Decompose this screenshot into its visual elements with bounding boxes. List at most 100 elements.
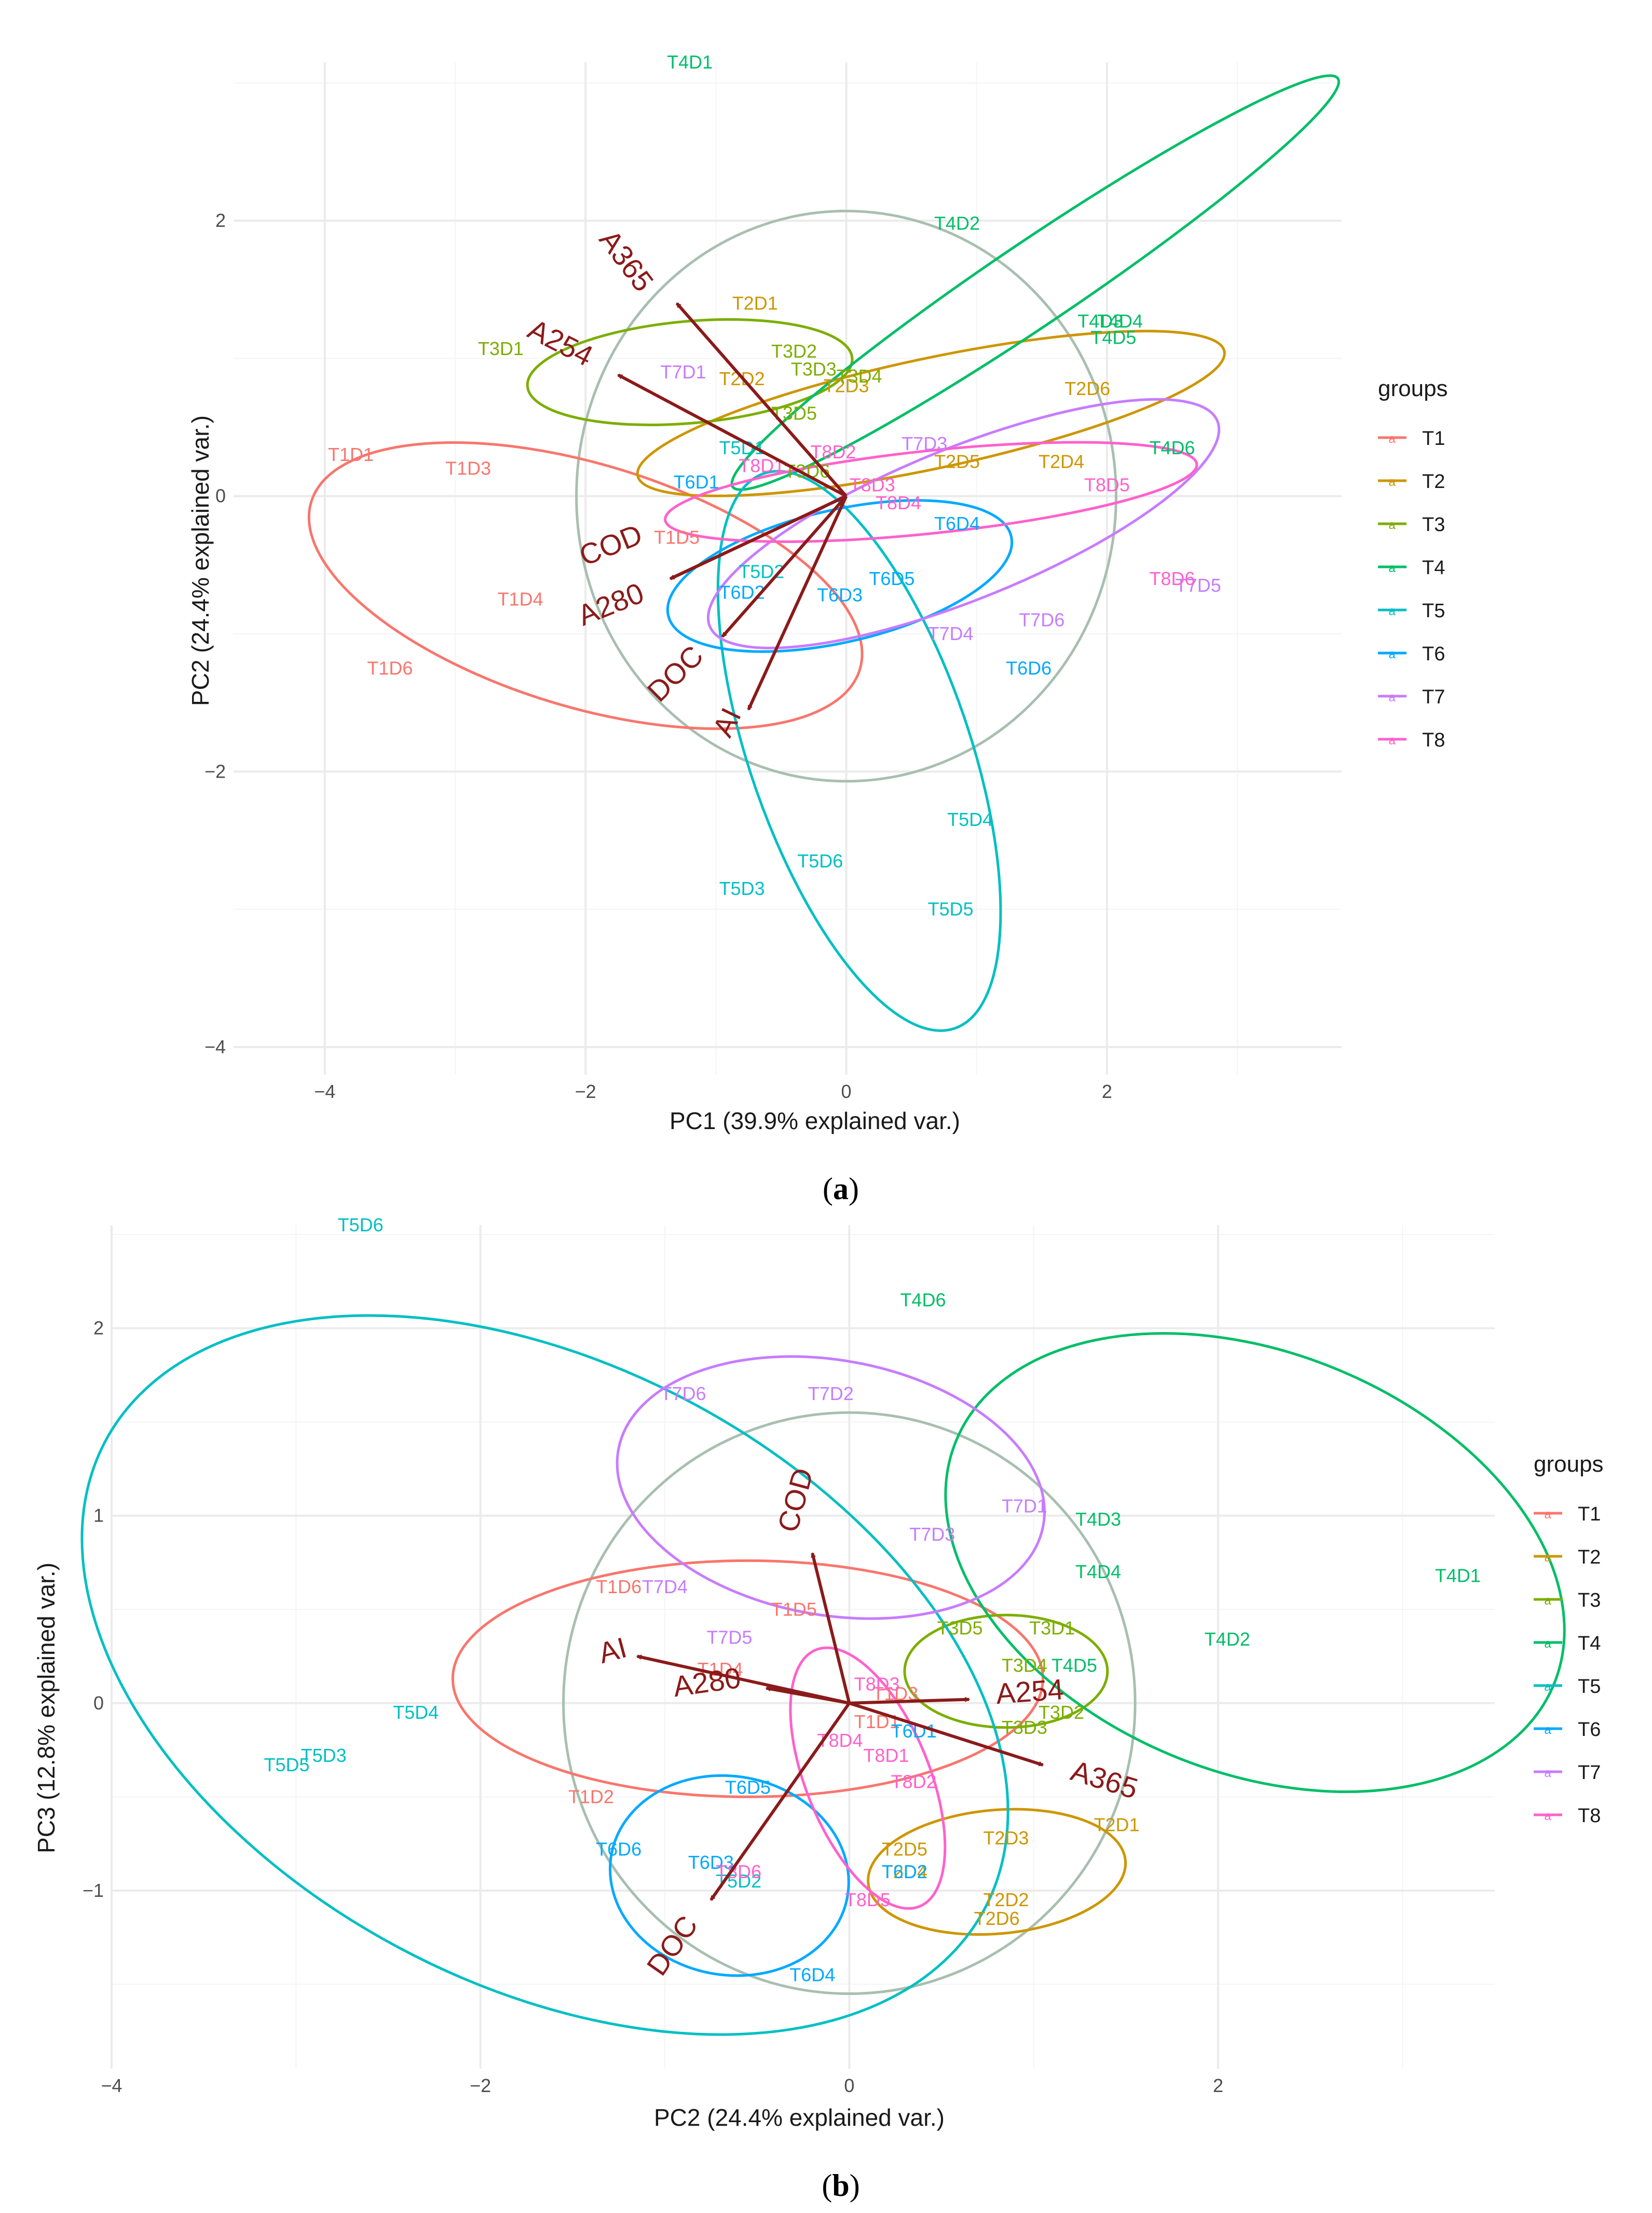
- ellipse-t8: [664, 441, 1198, 543]
- point-label-t5d6: T5D6: [338, 1214, 384, 1236]
- panel-b-label: (b): [822, 2168, 859, 2203]
- y-tick-label: 2: [93, 1318, 104, 1339]
- panel-a-x-axis-title: PC1 (39.9% explained var.): [670, 1107, 960, 1134]
- correlation-circle: [562, 1411, 1137, 1995]
- point-label-t2d1: T2D1: [732, 292, 778, 314]
- point-label-t2d3: T2D3: [983, 1827, 1029, 1849]
- legend-item-t3: T3: [1578, 1590, 1601, 1611]
- loading-label-a254: A254: [523, 313, 598, 373]
- point-label-t2d2: T2D2: [983, 1889, 1029, 1910]
- ellipse-t8: [789, 1646, 947, 1910]
- y-tick-label: 0: [215, 485, 226, 507]
- point-label-t2d4: T2D4: [1039, 451, 1084, 472]
- legend-a: groups a T1 a T2 a T3 a T4 a T5 a T6 a T7 a T8: [1378, 376, 1448, 751]
- ellipse-t7: [706, 398, 1221, 649]
- point-label-t7d5: T7D5: [1176, 575, 1221, 596]
- legend-key-glyph: a: [1544, 1551, 1551, 1565]
- legend-key-glyph: a: [1544, 1508, 1551, 1522]
- loading-arrow-doc: [709, 1702, 851, 1901]
- ellipse-t2: [867, 1808, 1127, 1936]
- loading-arrow-doc: [721, 495, 848, 638]
- point-label-t2d4: T2D4: [882, 1861, 927, 1882]
- loading-arrow-a365: [675, 302, 848, 497]
- legend-item-t1: T1: [1578, 1503, 1601, 1525]
- point-label-t4d5: T4D5: [1090, 327, 1136, 348]
- point-label-t5d6: T5D6: [797, 850, 843, 872]
- point-label-t4d1: T4D1: [667, 51, 713, 73]
- point-label-t4d2: T4D2: [1205, 1628, 1250, 1650]
- x-tick-label: −4: [314, 1081, 335, 1102]
- point-label-t4d2: T4D2: [934, 212, 980, 234]
- y-tick-label: 1: [93, 1505, 104, 1526]
- legend-b: groups a T1 a T2 a T3 a T4 a T5 a T6 a T7 a T8: [1534, 1451, 1604, 1827]
- point-label-t7d3: T7D3: [902, 433, 947, 454]
- point-label-t7d5: T7D5: [706, 1626, 752, 1648]
- x-tick-label: −2: [575, 1081, 596, 1102]
- ellipse-t4: [944, 1332, 1566, 1793]
- point-label-t4d1: T4D1: [1435, 1565, 1481, 1586]
- point-label-t6d2: T6D2: [882, 1861, 927, 1882]
- ellipse-t6: [608, 1774, 850, 1977]
- point-label-t2d3: T2D3: [824, 375, 869, 396]
- point-label-t8d1: T8D1: [863, 1745, 909, 1766]
- ellipse-t4: [730, 74, 1340, 491]
- loading-label-ai: AI: [595, 1631, 630, 1670]
- point-label-t1d6: T1D6: [596, 1576, 641, 1597]
- point-label-t5d5: T5D5: [264, 1754, 310, 1775]
- point-label-t8d3: T8D3: [850, 474, 895, 495]
- point-label-t4d4: T4D4: [1097, 310, 1143, 332]
- panel-a-label: (a): [823, 1172, 859, 1206]
- loading-label-a365: A365: [593, 224, 660, 297]
- x-tick-label: 0: [841, 1081, 852, 1102]
- legend-key-glyph: a: [1388, 561, 1396, 575]
- legend-key-glyph: a: [1544, 1766, 1551, 1780]
- legend-item-t3: T3: [1422, 514, 1445, 536]
- loading-label-ai: AI: [706, 703, 747, 742]
- point-label-t8d5: T8D5: [845, 1889, 891, 1910]
- x-tick-label: −2: [470, 2075, 491, 2096]
- ellipse-t3: [526, 318, 854, 426]
- y-tick-label: −4: [204, 1036, 226, 1057]
- legend-item-t7: T7: [1422, 686, 1445, 708]
- point-label-t6d1: T6D1: [674, 471, 719, 493]
- panel-a-y-axis-title: PC2 (24.4% explained var.): [187, 415, 214, 706]
- point-label-t8d2: T8D2: [891, 1771, 937, 1793]
- legend-item-t4: T4: [1578, 1633, 1601, 1654]
- point-label-t1d2: T1D2: [568, 1786, 614, 1807]
- ellipse-t5: [716, 470, 1002, 1032]
- point-label-t7d1: T7D1: [1002, 1496, 1047, 1517]
- ellipse-t1: [307, 441, 864, 730]
- y-tick-label: −1: [83, 1880, 104, 1901]
- point-label-t1d4: T1D4: [498, 589, 543, 610]
- legend-item-t5: T5: [1578, 1676, 1601, 1698]
- point-label-t6d6: T6D6: [596, 1839, 641, 1860]
- legend-item-t7: T7: [1578, 1762, 1601, 1784]
- panel-b-y-axis-title: PC3 (12.8% explained var.): [33, 1563, 60, 1853]
- loading-arrow-a280: [669, 494, 847, 580]
- point-label-t1d1: T1D1: [328, 444, 374, 465]
- point-label-t4d6: T4D6: [900, 1289, 946, 1310]
- legend-key-glyph: a: [1388, 604, 1396, 618]
- point-label-t3d4: T3D4: [1002, 1655, 1047, 1676]
- point-label-t3d1: T3D1: [478, 338, 524, 359]
- point-label-t7d2: T7D2: [808, 1383, 854, 1404]
- point-label-t4d6: T4D6: [1149, 437, 1195, 458]
- legend-item-t5: T5: [1422, 600, 1445, 622]
- point-label-t7d1: T7D1: [661, 361, 706, 383]
- point-label-t7d4: T7D4: [927, 623, 973, 644]
- point-label-t6d5: T6D5: [725, 1776, 771, 1798]
- point-label-t8d6: T8D6: [1149, 568, 1195, 589]
- point-label-t6d4: T6D4: [934, 513, 980, 534]
- loading-arrow-cod: [811, 1552, 851, 1704]
- loading-label-a254: A254: [995, 1673, 1065, 1710]
- legend-key-glyph: a: [1388, 518, 1396, 532]
- legend-key-glyph: a: [1544, 1637, 1551, 1651]
- y-tick-label: 2: [215, 210, 226, 231]
- point-label-t1d3: T1D3: [445, 458, 491, 479]
- point-label-t3d5: T3D5: [937, 1617, 983, 1638]
- legend-key-glyph: a: [1388, 432, 1396, 446]
- point-label-t6d2: T6D2: [719, 581, 765, 603]
- point-label-t4d3: T4D3: [1077, 310, 1123, 332]
- x-tick-label: −4: [101, 2075, 122, 2096]
- legend-key-glyph: a: [1544, 1809, 1551, 1823]
